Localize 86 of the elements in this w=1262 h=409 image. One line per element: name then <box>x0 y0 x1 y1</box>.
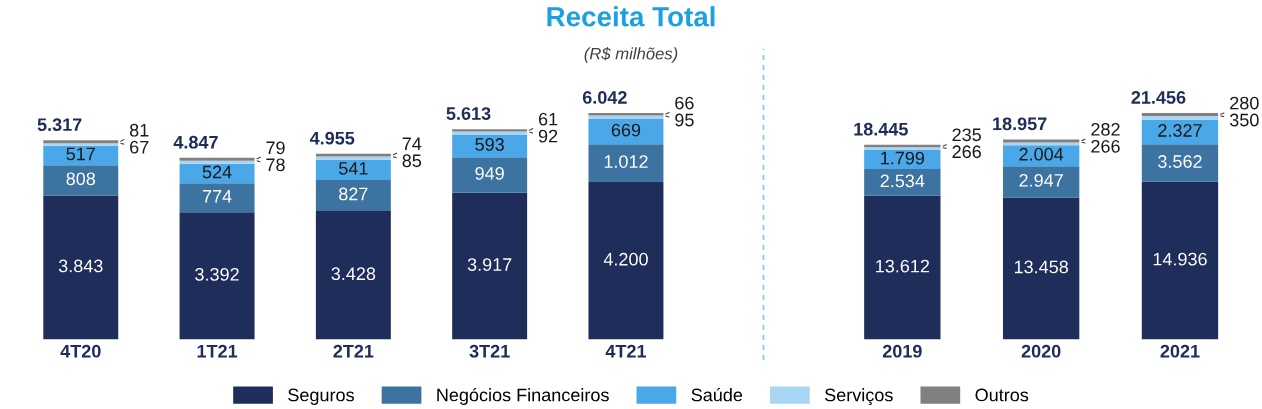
bar <box>588 144 664 183</box>
bar <box>452 192 528 340</box>
bar <box>1002 197 1080 340</box>
data-label: 13.458 <box>1014 260 1068 274</box>
data-label: 350 <box>1229 113 1259 127</box>
data-label: 774 <box>202 190 232 203</box>
data-label: 92 <box>538 129 558 143</box>
x-tick-label: 1T21 <box>197 344 238 358</box>
data-label: 79 <box>266 141 285 155</box>
data-label: 74 <box>402 137 422 150</box>
x-tick-label: 2021 <box>1160 344 1200 358</box>
data-label: 3.392 <box>195 267 239 281</box>
data-label: 808 <box>66 172 96 186</box>
total-label: 6.042 <box>582 91 627 104</box>
data-label: 517 <box>66 147 95 161</box>
total-label: 18.957 <box>993 117 1047 131</box>
legend-label: Serviços <box>824 388 893 406</box>
x-tick-label: 4T21 <box>605 344 647 358</box>
bar <box>315 159 391 181</box>
data-label: 61 <box>538 112 558 126</box>
bar <box>315 211 391 340</box>
data-label: 949 <box>475 166 504 180</box>
x-tick-label: 4T20 <box>60 344 101 358</box>
bar <box>864 195 941 340</box>
bar <box>588 182 664 340</box>
data-label: 4.200 <box>603 252 648 266</box>
bar <box>179 183 255 213</box>
data-label: 66 <box>675 96 694 110</box>
data-label: 266 <box>952 145 981 159</box>
data-label: 67 <box>130 140 149 154</box>
total-label: 5.613 <box>446 107 491 120</box>
legend-label: Seguros <box>288 388 354 405</box>
data-label: 266 <box>1091 139 1120 153</box>
total-label: 21.456 <box>1131 91 1186 104</box>
data-label: 3.843 <box>58 259 103 273</box>
data-label: 3.917 <box>467 258 512 271</box>
data-label: 1.799 <box>881 151 925 165</box>
bar <box>43 165 119 196</box>
legend-label: Negócios Financeiros <box>437 387 609 405</box>
chart-title: Receita Total <box>547 6 715 27</box>
bar <box>864 169 941 196</box>
bar <box>864 150 941 170</box>
total-label: 4.955 <box>309 131 355 145</box>
legend-label: Saúde <box>691 387 743 402</box>
chart-subtitle: (R$ milhões) <box>584 47 678 63</box>
data-label: 524 <box>202 165 232 179</box>
bar <box>43 145 119 166</box>
bar <box>452 134 528 158</box>
x-tick-label: 3T21 <box>469 344 510 358</box>
data-label: 95 <box>675 113 694 127</box>
bar <box>1141 181 1219 340</box>
data-label: 85 <box>402 154 422 168</box>
x-tick-label: 2020 <box>1021 344 1061 358</box>
data-label: 3.562 <box>1158 155 1202 168</box>
data-label: 282 <box>1091 122 1120 136</box>
total-label: 18.445 <box>854 122 908 136</box>
bar <box>1141 144 1219 182</box>
data-label: 14.936 <box>1153 252 1207 266</box>
data-label: 280 <box>1230 96 1259 110</box>
data-label: 13.612 <box>876 259 930 273</box>
data-label: 78 <box>266 158 285 172</box>
bar <box>588 119 664 145</box>
data-label: 81 <box>129 123 149 137</box>
data-label: 827 <box>339 187 368 201</box>
data-label: 593 <box>475 138 504 151</box>
bar <box>1002 166 1080 198</box>
bar <box>588 113 664 116</box>
legend-label: Outros <box>975 388 1029 402</box>
total-label: 4.847 <box>173 135 218 149</box>
bar <box>315 180 391 212</box>
data-label: 3.428 <box>331 267 376 281</box>
data-label: 2.947 <box>1019 173 1063 187</box>
data-label: 2.327 <box>1158 124 1202 137</box>
bar <box>179 212 255 340</box>
data-label: 2.004 <box>1019 147 1064 161</box>
x-tick-label: 2T21 <box>333 344 374 358</box>
bar <box>43 195 119 340</box>
data-label: 235 <box>952 128 981 142</box>
data-label: 2.534 <box>880 174 925 188</box>
data-label: 1.012 <box>604 155 648 168</box>
bar <box>1141 116 1219 120</box>
bar <box>452 157 528 193</box>
data-label: 669 <box>611 123 641 137</box>
x-tick-label: 2019 <box>882 344 922 358</box>
data-label: 541 <box>339 162 368 175</box>
total-label: 5.317 <box>37 118 82 132</box>
